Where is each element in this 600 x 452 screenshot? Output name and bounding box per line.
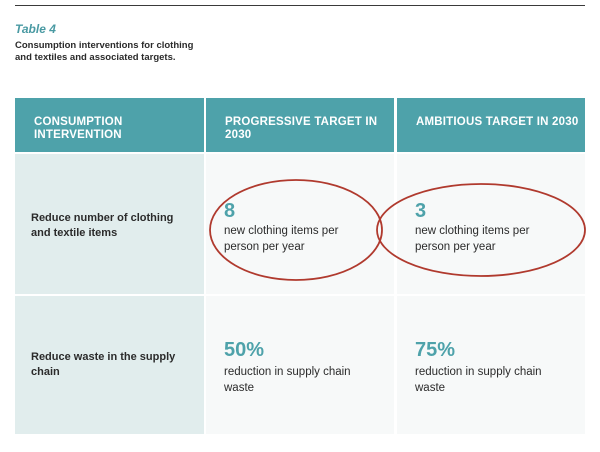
- header-progressive-target: PROGRESSIVE TARGET IN 2030: [206, 98, 394, 152]
- intervention-cell: Reduce number of clothing and textile it…: [15, 154, 204, 294]
- target-value: 3: [415, 200, 427, 222]
- intervention-label: Reduce number of clothing and textile it…: [31, 212, 174, 239]
- top-divider: [15, 5, 585, 6]
- intervention-cell: Reduce waste in the supply chain: [15, 296, 204, 434]
- intervention-label: Reduce waste in the supply chain: [31, 351, 176, 378]
- target-value: 75%: [415, 339, 456, 361]
- target-description: new clothing items per person per year: [415, 225, 530, 253]
- target-value: 50%: [224, 339, 265, 361]
- header-ambitious-target: AMBITIOUS TARGET IN 2030: [397, 98, 585, 152]
- ambitious-target-cell: 75% reduction in supply chain waste: [397, 296, 585, 434]
- header-consumption-intervention: CONSUMPTION INTERVENTION: [15, 98, 204, 152]
- ambitious-target-cell: 3 new clothing items per person per year: [397, 154, 585, 294]
- target-value: 8: [224, 200, 236, 222]
- progressive-target-cell: 8 new clothing items per person per year: [206, 154, 394, 294]
- target-description: reduction in supply chain waste: [415, 366, 542, 394]
- target-description: reduction in supply chain waste: [224, 366, 351, 394]
- progressive-target-cell: 50% reduction in supply chain waste: [206, 296, 394, 434]
- table-label: Table 4: [15, 22, 56, 36]
- target-description: new clothing items per person per year: [224, 225, 339, 253]
- table-caption: Consumption interventions for clothing a…: [15, 40, 194, 63]
